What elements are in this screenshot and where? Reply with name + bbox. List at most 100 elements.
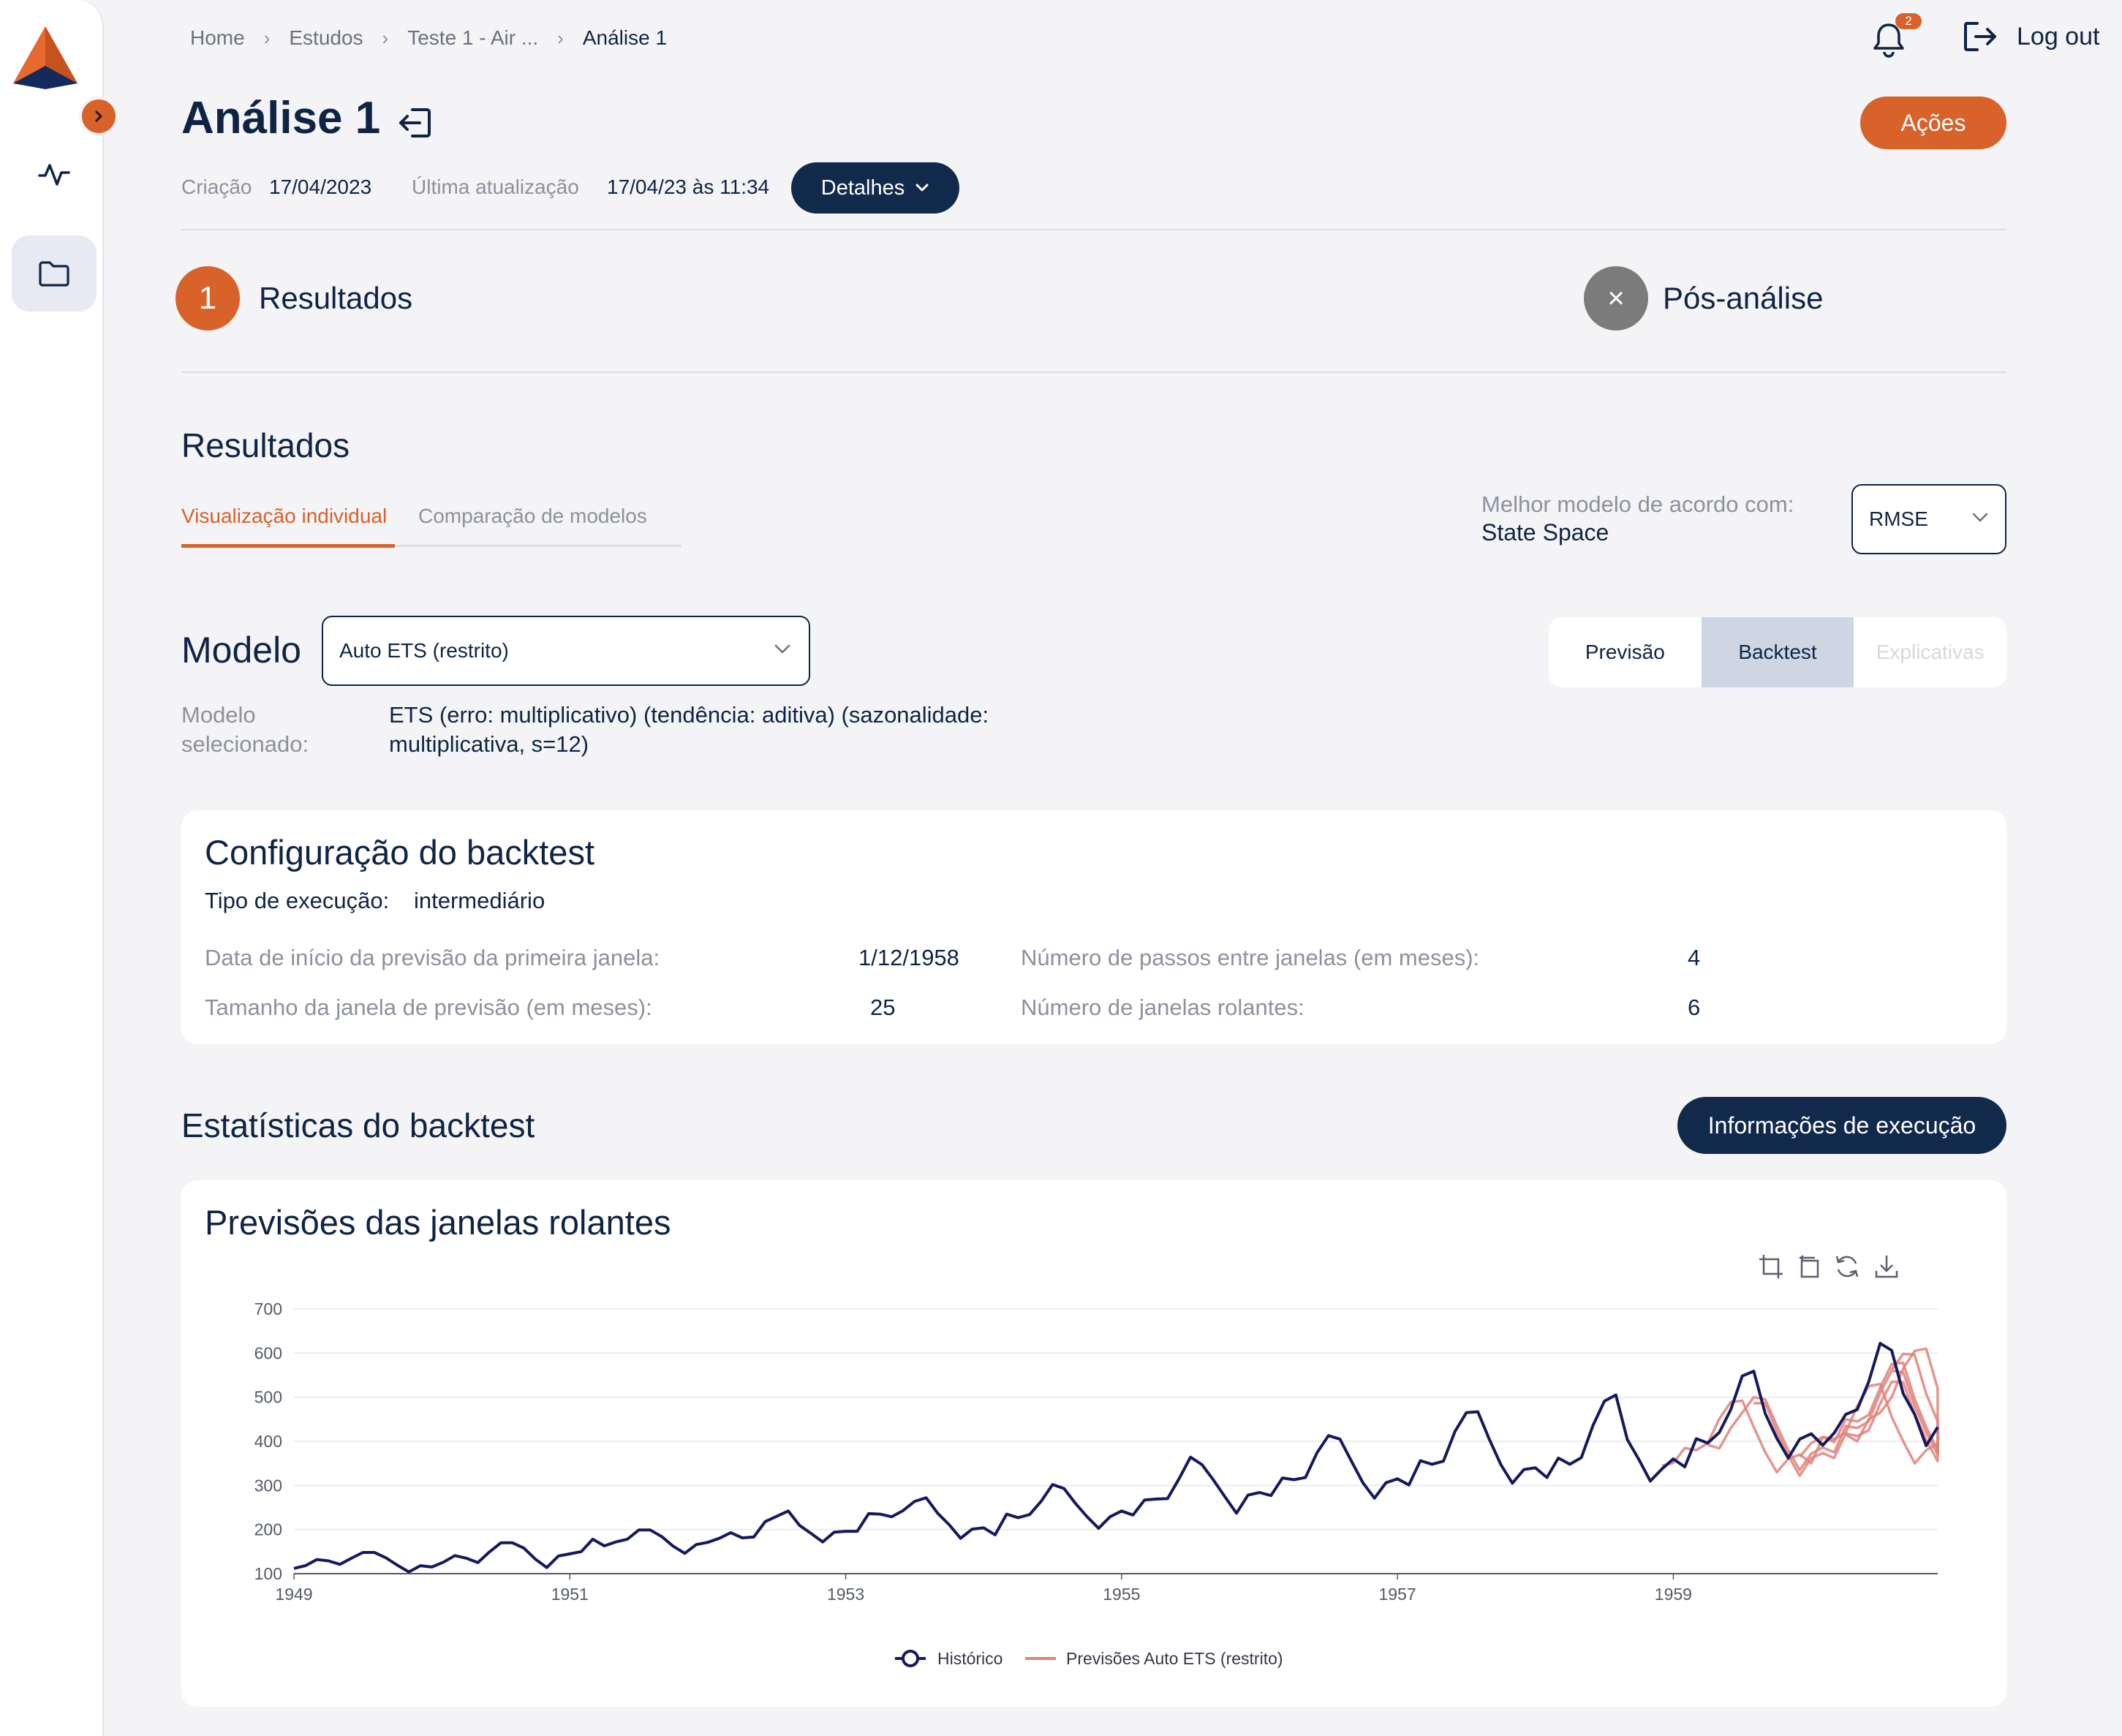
folder-icon [39, 261, 69, 287]
details-button[interactable]: Detalhes [791, 162, 959, 214]
first-window-start-value: 1/12/1958 [858, 945, 959, 970]
step-1-circle[interactable]: 1 [175, 266, 240, 331]
forecast-window-line [1890, 1352, 1939, 1454]
backtest-stats-title: Estatísticas do backtest [181, 1106, 535, 1144]
sidebar-item-activity[interactable] [12, 136, 97, 212]
legend-history-marker [902, 1650, 919, 1667]
history-series [293, 1342, 1939, 1574]
selected-model-value: ETS (erro: multiplicativo) (tendência: a… [389, 702, 989, 757]
chevron-down-icon [1972, 513, 1988, 522]
breadcrumb-home[interactable]: Home [190, 26, 245, 49]
divider [181, 371, 2006, 373]
active-tab-underline [181, 544, 395, 548]
y-tick-label: 500 [254, 1388, 282, 1407]
chevron-right-icon [95, 110, 102, 122]
x-tick-label: 1951 [551, 1585, 589, 1604]
breadcrumb-separator-icon: › [382, 26, 389, 49]
tab-previsao[interactable]: Previsão [1585, 641, 1665, 663]
breadcrumb: Home › Estudos › Teste 1 - Air ... › Aná… [190, 26, 667, 50]
step-2-label[interactable]: Pós-análise [1663, 281, 1824, 315]
model-label: Modelo [181, 630, 301, 671]
rolling-windows-label: Número de janelas rolantes: [1021, 995, 1304, 1020]
legend-history-label: Histórico [937, 1649, 1003, 1668]
y-tick-label: 300 [254, 1476, 282, 1495]
execution-info-button[interactable]: Informações de execução [1677, 1097, 2006, 1154]
execution-type-label: Tipo de execução: [205, 888, 390, 913]
metric-select-value: RMSE [1869, 507, 1928, 530]
reset-icon[interactable] [1834, 1253, 1860, 1280]
step-1-label[interactable]: Resultados [259, 281, 413, 315]
logout-icon [1964, 22, 1996, 51]
x-tick-label: 1957 [1379, 1585, 1416, 1604]
y-tick-label: 100 [254, 1564, 282, 1583]
chevron-down-icon [774, 644, 790, 654]
details-label: Detalhes [820, 176, 905, 200]
backtest-config-card: Configuração do backtest Tipo de execuçã… [181, 810, 2006, 1044]
selected-model-label: Modelo selecionado: [181, 701, 309, 759]
updated-value: 17/04/23 às 11:34 [607, 176, 770, 198]
open-study-icon[interactable] [396, 104, 434, 142]
chevron-down-icon [915, 184, 929, 192]
history-line [293, 1342, 1939, 1574]
app-logo[interactable] [10, 25, 80, 89]
chart-title: Previsões das janelas rolantes [205, 1203, 671, 1242]
breadcrumb-separator-icon: › [263, 26, 271, 49]
steps-between-windows-value: 4 [1688, 945, 1701, 970]
download-icon[interactable] [1873, 1253, 1900, 1280]
execution-type-value: intermediário [414, 888, 545, 913]
breadcrumb-separator-icon: › [557, 26, 564, 49]
divider [181, 229, 2006, 230]
y-tick-label: 200 [254, 1520, 282, 1539]
steps-between-windows-label: Número de passos entre janelas (em meses… [1021, 945, 1480, 970]
selected-model-label-line1: Modelo [181, 702, 256, 728]
logout-label: Log out [2017, 22, 2100, 50]
metric-select[interactable]: RMSE [1851, 484, 2006, 554]
tab-visualizacao-individual[interactable]: Visualização individual [181, 505, 388, 527]
zoom-out-icon[interactable] [1796, 1253, 1822, 1280]
step-2-close-icon[interactable]: × [1584, 266, 1648, 331]
y-tick-label: 700 [254, 1299, 282, 1318]
window-size-value: 25 [870, 995, 896, 1020]
notifications-bell-icon[interactable] [1870, 20, 1907, 59]
rolling-windows-value: 6 [1688, 995, 1701, 1020]
sidebar-item-folders[interactable] [12, 235, 97, 312]
best-model-value: State Space [1481, 519, 1609, 546]
actions-button[interactable]: Ações [1860, 97, 2006, 149]
y-tick-label: 600 [254, 1343, 282, 1362]
tab-backtest[interactable]: Backtest [1701, 617, 1854, 687]
tab-comparacao-modelos[interactable]: Comparação de modelos [418, 505, 647, 527]
model-select[interactable]: Auto ETS (restrito) [322, 616, 810, 686]
chart-y-axis: 100 200 300 400 500 600 700 [254, 1299, 282, 1583]
model-select-value: Auto ETS (restrito) [339, 639, 509, 662]
best-model-label: Melhor modelo de acordo com: [1481, 491, 1794, 517]
selected-model-label-line2: selecionado: [181, 731, 309, 757]
chart-card: Previsões das janelas rolantes [181, 1180, 2006, 1707]
view-segmented-control: Previsão Backtest Explicativas [1549, 617, 2006, 687]
x-tick-label: 1955 [1103, 1585, 1140, 1604]
activity-icon [38, 164, 70, 186]
logout-button[interactable]: Log out [1963, 20, 2099, 53]
window-size-label: Tamanho da janela de previsão (em meses)… [205, 995, 652, 1020]
sidebar-toggle-button[interactable] [79, 97, 118, 136]
x-tick-label: 1959 [1655, 1585, 1692, 1604]
notifications-badge: 2 [1895, 13, 1922, 29]
chart-legend[interactable]: Histórico Previsões Auto ETS (restrito) [895, 1649, 1283, 1668]
breadcrumb-current: Análise 1 [582, 26, 668, 49]
created-label: Criação [181, 176, 252, 198]
backtest-config-title: Configuração do backtest [205, 833, 594, 872]
first-window-start-label: Data de início da previsão da primeira j… [205, 945, 660, 970]
x-tick-label: 1949 [275, 1585, 312, 1604]
results-title: Resultados [181, 426, 350, 464]
page-title: Análise 1 [181, 93, 381, 143]
updated-label: Última atualização [412, 176, 579, 198]
sidebar [0, 0, 104, 1736]
chart-x-axis: 1949 1951 1953 1955 1957 1959 [275, 1574, 1692, 1604]
zoom-in-icon[interactable] [1758, 1253, 1784, 1280]
chart-grid [294, 1308, 1938, 1574]
x-tick-label: 1953 [827, 1585, 864, 1604]
tab-explicativas: Explicativas [1876, 641, 1985, 663]
breadcrumb-study[interactable]: Teste 1 - Air ... [407, 26, 539, 49]
y-tick-label: 400 [254, 1432, 282, 1451]
breadcrumb-estudos[interactable]: Estudos [289, 26, 363, 49]
